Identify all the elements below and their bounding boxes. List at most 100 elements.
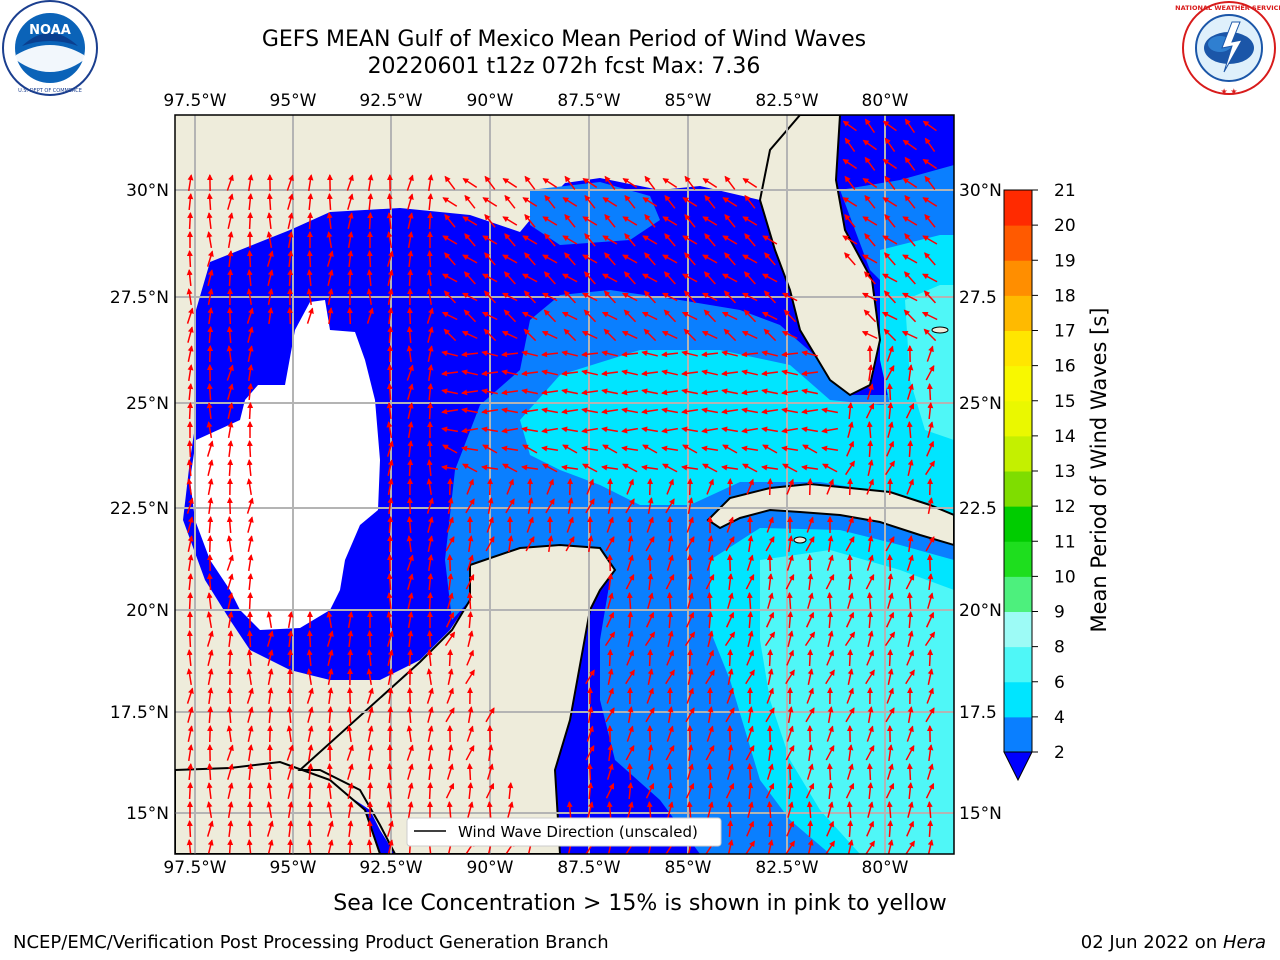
wind-arrow <box>864 233 876 247</box>
wind-arrow <box>503 271 516 285</box>
wind-arrow <box>327 668 334 685</box>
wind-arrow <box>865 402 875 419</box>
wind-arrow <box>766 801 773 819</box>
wind-arrow <box>541 292 558 302</box>
wind-arrow <box>647 573 654 591</box>
wind-arrow <box>864 156 876 171</box>
wind-arrow <box>866 725 874 742</box>
wind-arrow <box>386 782 393 800</box>
wind-arrow <box>582 463 598 473</box>
wind-arrow <box>521 426 539 433</box>
wind-arrow <box>441 370 459 377</box>
wind-arrow <box>701 445 719 452</box>
wind-arrow <box>766 554 773 572</box>
wind-arrow <box>807 820 814 838</box>
wind-arrow <box>845 460 855 476</box>
wind-arrow <box>387 516 394 534</box>
wind-arrow <box>307 193 314 211</box>
wind-arrow <box>622 178 638 188</box>
wind-arrow <box>867 801 874 818</box>
wind-arrow <box>662 254 678 264</box>
wind-arrow <box>727 744 734 762</box>
wind-arrow <box>227 440 234 458</box>
colorbar-tick-label: 19 <box>1054 251 1076 271</box>
wind-arrow <box>207 516 214 534</box>
wind-arrow <box>701 351 719 358</box>
wind-arrow <box>227 459 234 477</box>
wind-arrow <box>847 402 854 420</box>
wind-arrow <box>845 707 855 723</box>
wind-arrow <box>441 311 458 321</box>
wind-arrow <box>905 745 915 761</box>
wind-arrow <box>466 725 474 742</box>
wind-arrow <box>206 782 213 800</box>
wind-arrow <box>407 459 414 477</box>
wind-arrow <box>387 649 394 666</box>
wind-arrow <box>647 592 654 609</box>
wind-arrow <box>866 763 873 781</box>
wind-arrow <box>326 212 333 230</box>
wind-arrow <box>444 252 456 266</box>
wind-arrow <box>227 573 234 590</box>
wind-arrow <box>227 782 234 799</box>
wind-arrow <box>407 383 414 400</box>
wind-arrow <box>866 383 874 400</box>
wind-arrow <box>826 649 834 666</box>
wind-arrow <box>907 364 914 382</box>
wind-arrow <box>584 194 596 209</box>
wind-arrow <box>481 311 498 321</box>
wind-arrow <box>723 290 737 304</box>
wind-arrow <box>521 370 539 377</box>
wind-arrow <box>743 271 756 285</box>
wind-arrow <box>681 350 698 357</box>
wind-arrow <box>907 706 914 724</box>
colorbar-segment <box>1004 225 1032 261</box>
colorbar-tick-label: 17 <box>1054 322 1076 342</box>
wind-arrow <box>627 801 634 818</box>
wind-arrow <box>287 801 294 819</box>
lon-label-top: 90°W <box>467 91 514 111</box>
wind-arrow <box>862 178 878 188</box>
wind-arrow <box>926 440 934 457</box>
wind-arrow <box>461 389 479 396</box>
lat-label-left: 27.5°N <box>110 288 169 308</box>
wind-arrow <box>427 402 434 420</box>
wind-arrow <box>186 497 194 514</box>
wind-arrow <box>441 388 458 395</box>
wind-arrow <box>247 193 254 211</box>
wind-arrow <box>407 421 414 439</box>
wind-arrow <box>904 194 916 209</box>
wind-arrow <box>761 370 779 377</box>
wind-arrow <box>561 464 579 471</box>
wind-arrow <box>704 233 716 247</box>
wind-arrow <box>426 497 434 514</box>
wind-arrow <box>585 669 595 685</box>
wind-arrow <box>481 388 498 395</box>
wind-arrow <box>446 554 453 572</box>
wind-arrow <box>427 554 434 572</box>
wind-arrow <box>186 250 193 268</box>
wind-arrow <box>482 444 498 454</box>
wind-arrow <box>647 478 654 496</box>
wind-arrow <box>867 364 874 382</box>
wind-arrow <box>707 782 714 800</box>
wind-arrow <box>307 174 314 192</box>
wind-arrow <box>346 307 353 325</box>
wind-arrow <box>544 194 556 209</box>
wind-arrow <box>705 573 715 590</box>
lon-label-top: 95°W <box>270 91 317 111</box>
wind-arrow <box>406 554 414 571</box>
wind-arrow <box>486 763 494 780</box>
wind-arrow <box>866 421 873 439</box>
wind-arrow <box>764 631 776 647</box>
wind-arrow <box>767 744 774 762</box>
period-band-6-8-atlantic <box>905 285 954 440</box>
wind-arrow <box>524 175 536 190</box>
wind-arrow <box>582 178 598 188</box>
wind-arrow <box>187 326 194 343</box>
wind-arrow <box>206 630 214 647</box>
wind-arrow <box>327 706 334 724</box>
wind-arrow <box>267 706 274 724</box>
wind-arrow <box>805 707 815 723</box>
wind-arrow <box>747 782 754 800</box>
